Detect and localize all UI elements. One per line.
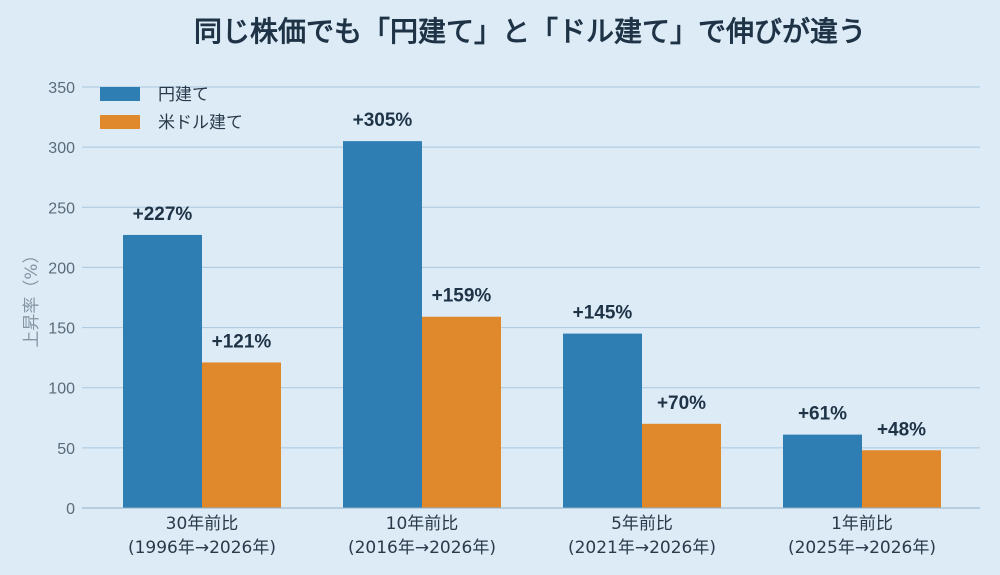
x-category-label: (2025年→2026年) xyxy=(788,538,936,558)
y-tick-label: 0 xyxy=(66,501,75,518)
y-tick-label: 50 xyxy=(57,441,75,458)
y-axis-label: 上昇率（%） xyxy=(22,246,42,347)
data-label: +48% xyxy=(877,419,926,440)
data-label: +121% xyxy=(212,331,272,352)
data-label: +70% xyxy=(657,393,706,414)
x-category-label: (2021年→2026年) xyxy=(568,538,716,558)
data-label: +145% xyxy=(573,303,633,324)
legend-label-usd: 米ドル建て xyxy=(158,113,243,133)
y-axis-ticks: 0 50 100 150 200 250 300 350 xyxy=(48,80,75,518)
y-tick-label: 150 xyxy=(48,321,75,338)
bar-usd xyxy=(862,450,941,508)
chart-title: 同じ株価でも「円建て」と「ドル建て」で伸びが違う xyxy=(194,15,866,48)
x-category-label: (2016年→2026年) xyxy=(348,538,496,558)
data-label: +227% xyxy=(133,204,193,225)
legend-swatch-yen xyxy=(100,87,140,101)
bar-yen xyxy=(783,434,862,508)
legend: 円建て 米ドル建て xyxy=(100,85,243,133)
y-tick-label: 200 xyxy=(48,260,75,277)
y-tick-label: 100 xyxy=(48,381,75,398)
y-tick-label: 350 xyxy=(48,80,75,97)
x-category-label: 1年前比 xyxy=(831,514,893,534)
bar-yen xyxy=(563,333,642,508)
bar-usd xyxy=(202,362,281,508)
bar-usd xyxy=(422,316,501,508)
legend-label-yen: 円建て xyxy=(158,85,209,105)
data-label: +159% xyxy=(432,286,492,307)
x-category-label: 10年前比 xyxy=(386,514,459,534)
x-category-label: (1996年→2026年) xyxy=(128,538,276,558)
bar-yen xyxy=(123,234,202,509)
bars xyxy=(123,141,941,509)
data-label: +61% xyxy=(798,404,847,425)
data-labels: +227% +121% +305% +159% +145% +70% +61% +48% xyxy=(133,110,927,440)
bar-usd xyxy=(642,423,721,508)
data-label: +305% xyxy=(353,110,413,131)
y-tick-label: 300 xyxy=(48,140,75,157)
x-category-label: 30年前比 xyxy=(166,514,239,534)
x-axis-categories: 30年前比 (1996年→2026年) 10年前比 (2016年→2026年) 5年前比… xyxy=(128,514,936,558)
x-category-label: 5年前比 xyxy=(611,514,673,534)
y-tick-label: 250 xyxy=(48,200,75,217)
legend-swatch-usd xyxy=(100,115,140,129)
bar-yen xyxy=(343,141,422,508)
